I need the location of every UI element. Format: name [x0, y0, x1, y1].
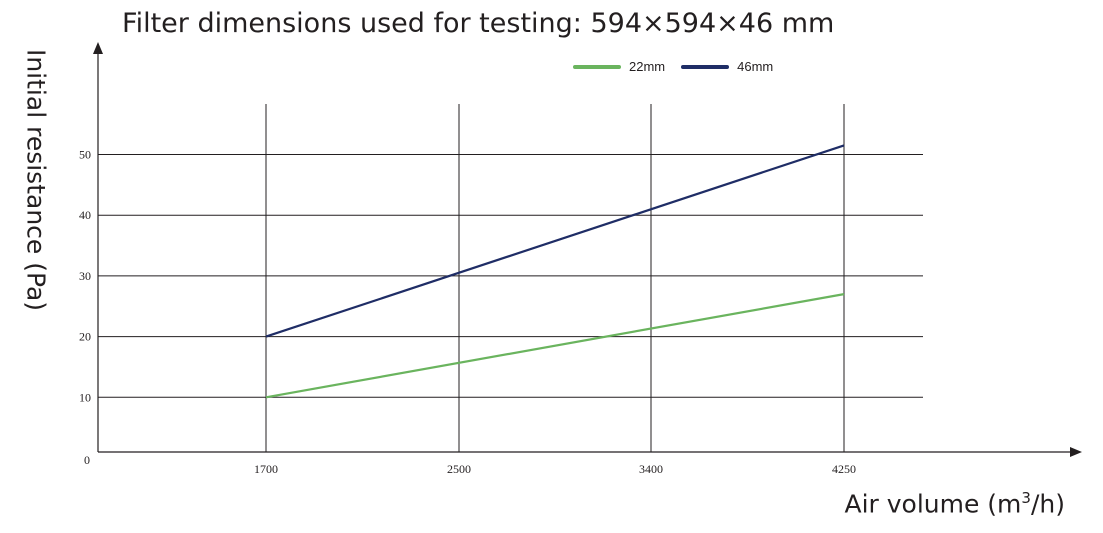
x-tick-label-2500: 2500 — [447, 462, 471, 476]
legend: 22mm 46mm — [573, 59, 789, 74]
legend-swatch-46mm — [681, 64, 730, 69]
x-tick-label-3400: 3400 — [639, 462, 663, 476]
x-tick-label-4250: 4250 — [832, 462, 856, 476]
legend-item-22mm: 22mm — [573, 59, 665, 74]
grid — [98, 104, 923, 452]
legend-label-46mm: 46mm — [737, 59, 774, 74]
x-axis-label-end: /h) — [1030, 489, 1065, 519]
origin-label: 0 — [84, 453, 90, 467]
x-axis-label: Air volume (m3/h) — [844, 489, 1065, 518]
series-line-46mm — [265, 144, 845, 338]
y-tick-label-50: 50 — [79, 148, 91, 162]
y-tick-label-20: 20 — [79, 330, 91, 344]
y-axis-label: Initial resistance (Pa) — [21, 48, 51, 312]
y-axis-arrow-icon — [93, 42, 103, 54]
legend-swatch-22mm — [573, 64, 621, 69]
x-tick-label-1700: 1700 — [254, 462, 278, 476]
series-line-22mm — [265, 293, 845, 399]
x-axis-label-main: Air volume (m — [844, 489, 1022, 519]
tick-labels: 10 20 30 40 50 1700 2500 3400 4250 0 — [79, 148, 856, 477]
y-tick-label-10: 10 — [79, 390, 91, 404]
y-tick-label-40: 40 — [79, 208, 91, 222]
x-axis-arrow-icon — [1070, 447, 1082, 457]
axes — [93, 42, 1082, 457]
x-axis-label-sup: 3 — [1021, 489, 1031, 507]
chart-title: Filter dimensions used for testing: 594×… — [122, 8, 835, 39]
legend-label-22mm: 22mm — [629, 59, 666, 74]
y-tick-label-30: 30 — [79, 269, 91, 283]
series-lines — [265, 144, 845, 399]
legend-item-46mm: 46mm — [681, 59, 773, 74]
